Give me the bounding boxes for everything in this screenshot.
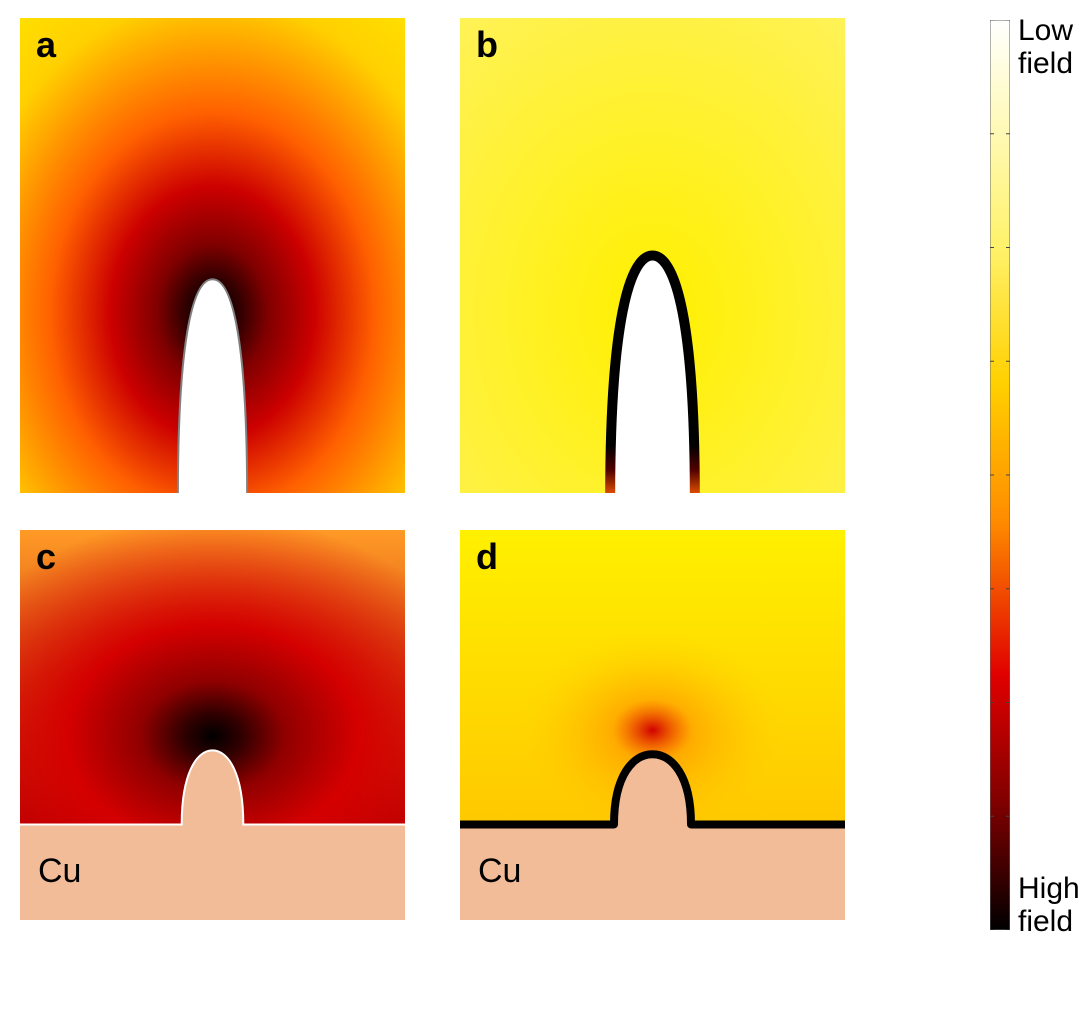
- panel-a-svg: [20, 18, 405, 493]
- panel-d: d Cu: [460, 530, 845, 920]
- colorbar-high-line2: field: [1018, 905, 1073, 938]
- panel-b: b: [460, 18, 845, 493]
- panel-d-label: d: [476, 536, 498, 578]
- panel-c-cu-label: Cu: [38, 852, 81, 891]
- panel-d-cu-label: Cu: [478, 852, 521, 891]
- colorbar: [990, 20, 1010, 930]
- panel-c: c Cu: [20, 530, 405, 920]
- panel-b-svg: [460, 18, 845, 493]
- panel-a-label: a: [36, 24, 56, 66]
- panel-a: a: [20, 18, 405, 493]
- colorbar-svg: [990, 20, 1010, 930]
- panel-b-label: b: [476, 24, 498, 66]
- figure-root: a b: [0, 0, 1080, 1015]
- panel-c-label: c: [36, 536, 56, 578]
- colorbar-low-line2: field: [1018, 47, 1073, 80]
- colorbar-low-line1: Low: [1018, 14, 1073, 47]
- colorbar-low-label: Low field: [1018, 14, 1073, 80]
- colorbar-high-line1: High: [1018, 872, 1080, 905]
- colorbar-high-label: High field: [1018, 872, 1080, 938]
